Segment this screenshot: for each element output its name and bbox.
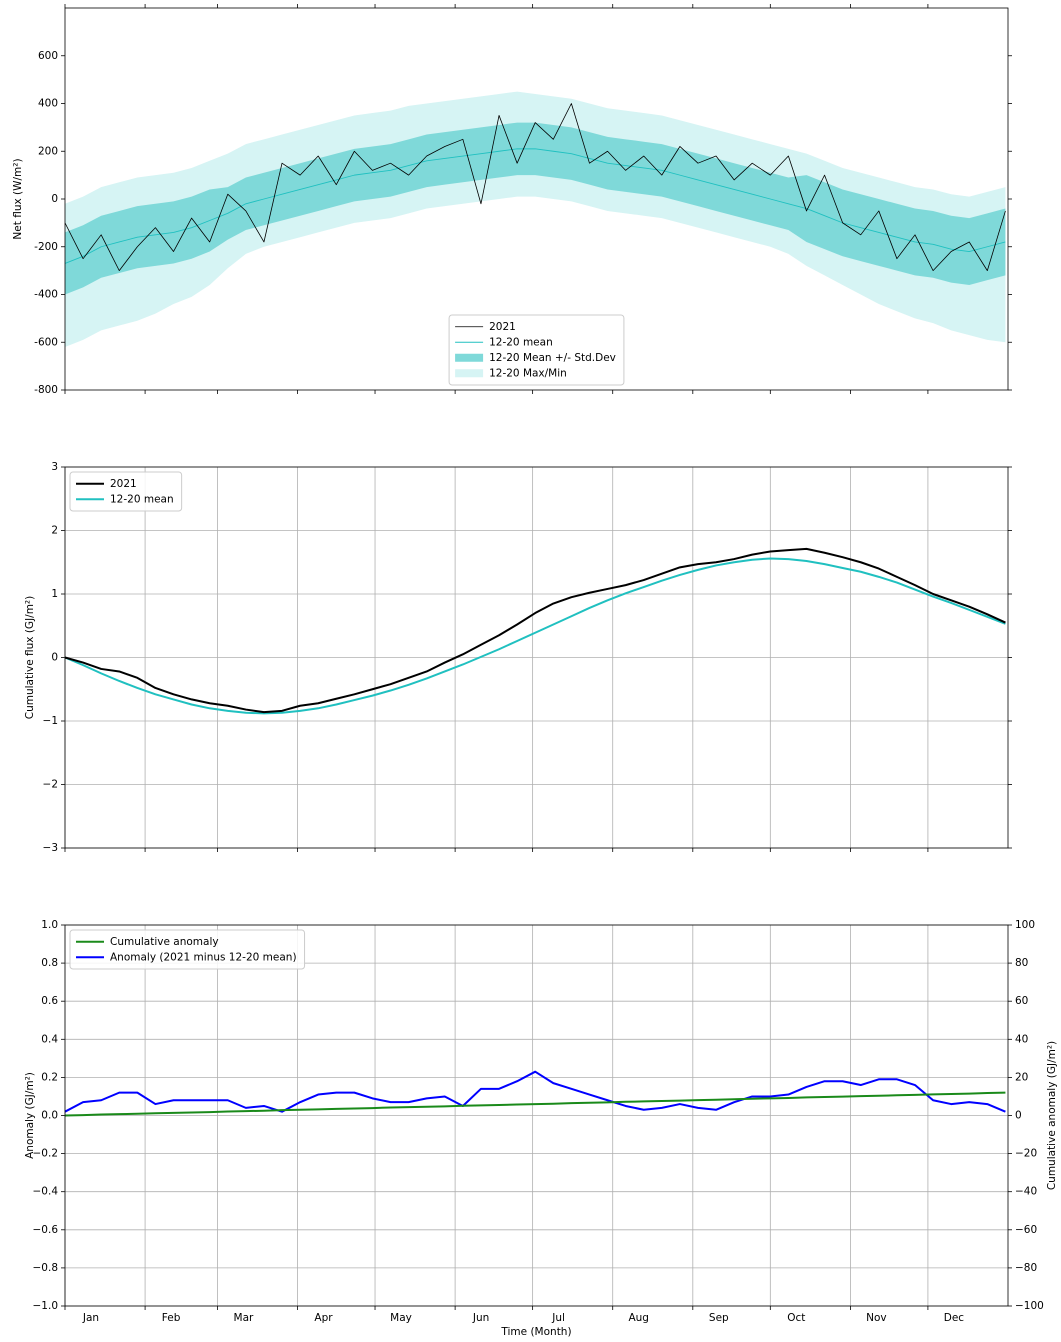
y-tick-label: −3 bbox=[43, 842, 58, 854]
y-tick-label: -600 bbox=[34, 336, 58, 348]
y-tick-label: 0.2 bbox=[41, 1071, 58, 1083]
y-tick-label: -400 bbox=[34, 289, 58, 301]
x-axis-label: Time (Month) bbox=[500, 1326, 571, 1338]
y2-axis-label: Cumulative anomaly (GJ/m²) bbox=[1046, 1041, 1058, 1190]
line bbox=[64, 1070, 1006, 1113]
x-tick-label: Jun bbox=[472, 1312, 489, 1324]
x-tick-label: Jan bbox=[82, 1312, 99, 1324]
x-tick-label: Mar bbox=[234, 1312, 254, 1324]
band bbox=[65, 122, 1006, 295]
legend-label: 2021 bbox=[110, 478, 137, 490]
y2-tick-label: −40 bbox=[1015, 1186, 1037, 1198]
y-tick-label: -200 bbox=[34, 241, 58, 253]
y2-tick-label: 0 bbox=[1015, 1110, 1022, 1122]
panel: −1.0 −0.8 −0.6 −0.4 −0.2 0.0 0.2 0.4 0.6 0.8 1.0 −1… bbox=[24, 919, 1058, 1338]
plot-frame bbox=[64, 924, 1009, 1307]
legend-box bbox=[69, 471, 183, 512]
y-tick-label: 1.0 bbox=[41, 919, 58, 931]
y-tick-label: 0.6 bbox=[41, 995, 58, 1007]
x-tick-label: Dec bbox=[944, 1312, 965, 1324]
line bbox=[64, 1091, 1006, 1117]
x-tick-label: Oct bbox=[787, 1312, 805, 1324]
y2-tick-label: 100 bbox=[1015, 919, 1035, 931]
legend-label: 12-20 mean bbox=[489, 336, 553, 348]
y-tick-label: 0 bbox=[51, 193, 58, 205]
band bbox=[65, 91, 1006, 348]
x-tick-label: Nov bbox=[866, 1312, 887, 1324]
y2-tick-label: −80 bbox=[1015, 1262, 1037, 1274]
plot-frame bbox=[64, 466, 1009, 849]
legend: 2021 12-20 mean 12-20 Mean +/- Std.Dev 12-2… bbox=[448, 314, 625, 386]
legend-swatch bbox=[455, 353, 484, 362]
y-tick-label: 2 bbox=[51, 525, 58, 537]
y-tick-label: 600 bbox=[38, 50, 58, 62]
y2-tick-label: −20 bbox=[1015, 1148, 1037, 1160]
legend-box bbox=[448, 314, 625, 386]
y-tick-label: 0.4 bbox=[41, 1033, 58, 1045]
y-tick-label: 400 bbox=[38, 98, 58, 110]
y-tick-label: 0.0 bbox=[41, 1110, 58, 1122]
x-tick-label: Apr bbox=[314, 1312, 333, 1324]
legend: Cumulative anomaly Anomaly (2021 minus 12… bbox=[69, 929, 306, 970]
y-tick-label: −0.4 bbox=[33, 1186, 59, 1198]
x-tick-label: Sep bbox=[709, 1312, 729, 1324]
line bbox=[64, 103, 1006, 272]
line bbox=[64, 148, 1006, 264]
x-tick-label: May bbox=[390, 1312, 412, 1324]
x-tick-label: Aug bbox=[628, 1312, 649, 1324]
y-tick-label: −0.8 bbox=[33, 1262, 59, 1274]
y-tick-label: 3 bbox=[51, 461, 58, 473]
x-tick-label: Jul bbox=[551, 1312, 565, 1324]
y-axis-label: Net flux (W/m²) bbox=[12, 158, 24, 239]
legend-label: 2021 bbox=[489, 321, 516, 333]
y-tick-label: 1 bbox=[51, 588, 58, 600]
line bbox=[64, 547, 1006, 714]
y-tick-label: 0 bbox=[51, 652, 58, 664]
legend-label: Cumulative anomaly bbox=[110, 936, 219, 948]
y-tick-label: −0.2 bbox=[33, 1148, 59, 1160]
line bbox=[64, 557, 1006, 715]
y-axis-label: Anomaly (GJ/m²) bbox=[24, 1072, 36, 1159]
y-tick-label: −1 bbox=[43, 715, 58, 727]
legend-label: 12-20 mean bbox=[110, 493, 174, 505]
y2-tick-label: −100 bbox=[1015, 1300, 1044, 1312]
legend-swatch bbox=[455, 369, 484, 378]
y-tick-label: 200 bbox=[38, 145, 58, 157]
legend-label: 12-20 Max/Min bbox=[489, 367, 567, 379]
y-tick-label: −2 bbox=[43, 779, 58, 791]
y-axis-label: Cumulative flux (GJ/m²) bbox=[24, 596, 36, 720]
y2-tick-label: 60 bbox=[1015, 995, 1028, 1007]
legend-label: 12-20 Mean +/- Std.Dev bbox=[489, 352, 616, 364]
x-tick-label: Feb bbox=[162, 1312, 181, 1324]
panel: −3 −2 −1 0 1 2 3 Cumulative flux (GJ/m²) 2021 12-… bbox=[24, 461, 1012, 854]
y2-tick-label: 20 bbox=[1015, 1071, 1028, 1083]
y2-tick-label: −60 bbox=[1015, 1224, 1037, 1236]
y-tick-label: −1.0 bbox=[33, 1300, 59, 1312]
y-tick-label: -800 bbox=[34, 384, 58, 396]
legend-label: Anomaly (2021 minus 12-20 mean) bbox=[110, 951, 297, 963]
legend-box bbox=[69, 929, 306, 970]
y-tick-label: 0.8 bbox=[41, 957, 58, 969]
y-tick-label: −0.6 bbox=[33, 1224, 59, 1236]
panel: -800 -600 -400 -200 0 200 400 600 Net flux (W/m²… bbox=[12, 4, 1012, 396]
y2-tick-label: 80 bbox=[1015, 957, 1028, 969]
legend: 2021 12-20 mean bbox=[69, 471, 183, 512]
plot-frame bbox=[64, 7, 1009, 391]
y2-tick-label: 40 bbox=[1015, 1033, 1028, 1045]
